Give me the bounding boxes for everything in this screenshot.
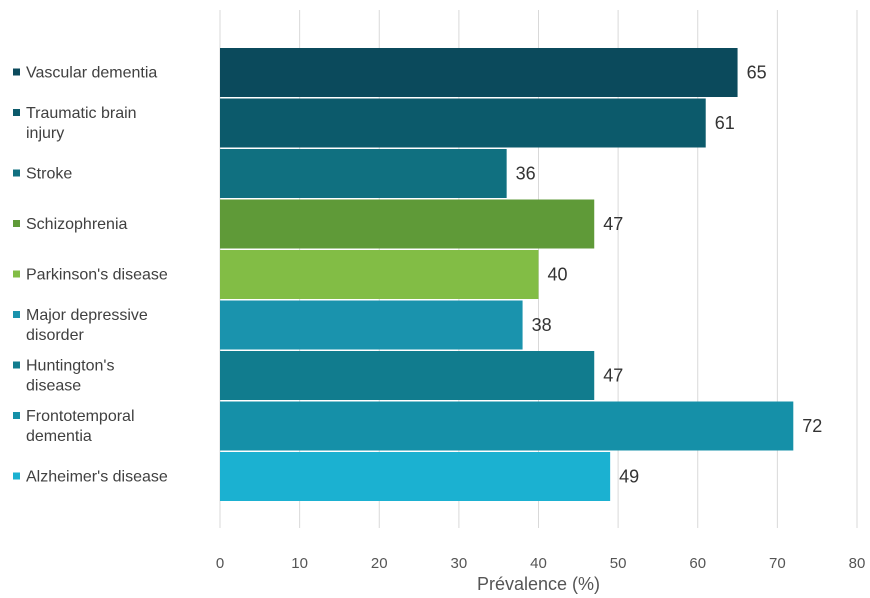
bar [220, 452, 611, 501]
data-labels: 65 61 36 47 40 38 47 72 49 [516, 63, 823, 487]
category-marker [13, 361, 20, 369]
category-label-line: dementia [26, 428, 92, 445]
x-tick-label: 30 [451, 555, 468, 572]
x-tick-label: 80 [849, 555, 866, 572]
category-marker [13, 109, 20, 116]
category-label: Traumatic brain injury [26, 105, 137, 142]
x-tick-label: 40 [530, 555, 547, 572]
category-label: Huntington's disease [26, 358, 114, 395]
bar [220, 250, 539, 299]
category-label-line: Vascular dementia [26, 65, 157, 82]
data-label: 40 [548, 265, 568, 285]
category-label-line: injury [26, 125, 64, 142]
category-marker [13, 220, 20, 227]
x-tick-label: 60 [689, 555, 706, 572]
category-label-line: Parkinson's disease [26, 267, 168, 284]
bars [220, 48, 794, 501]
category-label-line: Schizophrenia [26, 216, 128, 233]
category-marker [13, 169, 20, 177]
x-tick-label: 50 [610, 555, 627, 572]
category-marker [13, 412, 20, 419]
category-marker [13, 472, 20, 480]
x-tick-label: 20 [371, 555, 388, 572]
category-marker [13, 270, 20, 278]
x-axis-title: Prévalence (%) [477, 574, 600, 594]
category-label: Frontotemporal dementia [26, 408, 135, 445]
bar [220, 401, 794, 451]
category-label-line: disease [26, 378, 81, 395]
bar [220, 98, 706, 148]
bar [220, 300, 523, 350]
bar [220, 48, 738, 97]
category-label-line: Traumatic brain [26, 105, 137, 122]
data-label: 49 [619, 467, 639, 487]
category-label-line: Stroke [26, 166, 72, 183]
data-label: 47 [603, 366, 623, 386]
category-label: Alzheimer's disease [26, 469, 168, 486]
data-label: 65 [747, 63, 767, 83]
category-label-line: Alzheimer's disease [26, 469, 168, 486]
data-label: 36 [516, 164, 536, 184]
x-tick-label: 70 [769, 555, 786, 572]
category-marker [13, 311, 20, 318]
data-label: 72 [802, 416, 822, 436]
category-label: Parkinson's disease [26, 267, 168, 284]
data-label: 38 [532, 315, 552, 335]
x-tick-labels: 0 10 20 30 40 50 60 70 80 [216, 555, 866, 572]
x-tick-label: 10 [291, 555, 308, 572]
category-label-line: disorder [26, 327, 84, 344]
bar [220, 149, 507, 198]
x-tick-label: 0 [216, 555, 224, 572]
category-labels: Vascular dementia Traumatic brain injury St… [13, 65, 168, 486]
bar [220, 199, 595, 249]
data-label: 61 [715, 113, 735, 133]
bar [220, 351, 595, 400]
category-label-line: Major depressive [26, 307, 148, 324]
category-label: Stroke [26, 166, 72, 183]
category-label: Schizophrenia [26, 216, 128, 233]
data-label: 47 [603, 214, 623, 234]
category-label: Major depressive disorder [26, 307, 148, 344]
category-label-line: Frontotemporal [26, 408, 135, 425]
category-label-line: Huntington's [26, 358, 114, 375]
category-marker [13, 68, 20, 76]
category-label: Vascular dementia [26, 65, 157, 82]
